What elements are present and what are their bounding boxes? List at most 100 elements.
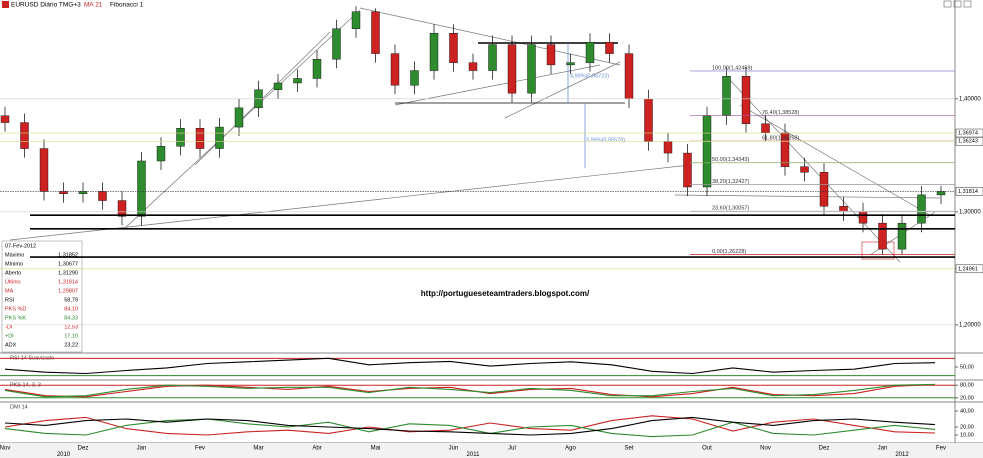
window-button[interactable] (943, 0, 952, 8)
candle-body (293, 78, 302, 84)
info-label: -DI (5, 324, 13, 330)
time-axis (0, 443, 983, 458)
info-label: Mínimo (5, 261, 23, 267)
candle-body (819, 172, 829, 207)
candle-body (897, 222, 907, 250)
annotation: 3,99%(0,05578) (586, 137, 625, 143)
info-label: +DI (5, 333, 14, 339)
info-value: 1,31290 (58, 270, 78, 276)
year-label: 2010 (57, 452, 71, 458)
candle-body (78, 191, 88, 194)
y-tick-label: 20,00 (960, 395, 974, 401)
y-tick-label: 50,00 (960, 364, 974, 370)
info-value: 1,29807 (58, 288, 78, 294)
y-tick-label: 20,00 (960, 424, 974, 430)
info-value: 12,53 (64, 324, 78, 330)
candle-body (936, 191, 946, 196)
candle-body (858, 211, 868, 224)
x-tick-label: Nov (0, 446, 10, 452)
candle-body (624, 53, 634, 100)
info-label: Último (5, 278, 21, 285)
info-value: 23,22 (64, 342, 78, 348)
candle-body (800, 166, 809, 173)
fib-label: 50,00(1,34343) (712, 157, 749, 163)
price-tag-label: 1,36243 (958, 139, 978, 145)
highlight-box (861, 241, 895, 260)
y-tick-label: 40,00 (960, 408, 974, 414)
candle-body (449, 33, 458, 63)
info-label: PKS %K (5, 315, 26, 321)
candle-body (117, 200, 127, 217)
indicator-line (4, 357, 936, 375)
indicator-line (4, 415, 936, 436)
symbol: EURUSD Diário TMG+3 (11, 2, 81, 9)
fib-label: 61,80(1,36258) (762, 136, 799, 142)
fib-label: 76,40(1,38528) (762, 110, 799, 116)
window-button[interactable] (953, 0, 962, 8)
x-tick-label: Out (702, 446, 712, 452)
candle-body (488, 44, 497, 71)
info-label: MA (5, 288, 14, 294)
fib-label: 100,00(1,42459) (712, 65, 753, 71)
y-tick-label: 10,00 (960, 432, 974, 438)
symbol-icon (2, 1, 9, 8)
candle-body (234, 107, 244, 128)
price-tag (955, 137, 983, 146)
candle-body (605, 42, 614, 54)
info-label: ADX (5, 342, 17, 348)
info-value: 58,79 (64, 297, 78, 303)
indicator-line (4, 383, 936, 398)
candle-body (663, 141, 673, 154)
indicator-line (4, 416, 936, 436)
price-tag-label: 1,24961 (958, 266, 978, 272)
fib-label[interactable]: Fibonacci 1 (110, 2, 144, 9)
x-tick-label: Set (624, 446, 633, 452)
price-tag-label: 1,31814 (958, 189, 978, 195)
info-value: 1,31852 (58, 252, 78, 258)
info-value: 84,10 (64, 306, 78, 312)
candle-body (273, 82, 283, 90)
candle-body (215, 126, 224, 149)
candle-body (137, 160, 146, 217)
info-panel: 07-Fev-2012 Máximo 1,31852 Mínimo 1,30677 Ab… (1, 240, 83, 353)
window-button[interactable] (963, 0, 972, 8)
x-tick-label: Fev (195, 446, 205, 452)
candle-body (761, 123, 770, 133)
info-value: 1,30677 (58, 261, 78, 267)
candle-body (683, 152, 692, 188)
ma-label[interactable]: MA 21 (84, 2, 103, 9)
y-tick-label: 1,30000 (959, 209, 981, 215)
price-tag (955, 128, 983, 138)
y-tick-label: 1,20000 (959, 322, 981, 328)
candle-body (371, 11, 380, 54)
info-label: Aberto (5, 270, 21, 276)
candle-body (156, 146, 166, 162)
candle-body (312, 59, 322, 79)
price-tag (955, 264, 983, 274)
candle-body (722, 76, 731, 116)
candle-body (917, 194, 926, 224)
x-tick-label: Jun (449, 446, 459, 452)
x-tick-label: Jul (508, 446, 516, 452)
year-label: 2011 (467, 452, 481, 458)
x-tick-label: Mar (253, 446, 263, 452)
candle-body (176, 128, 185, 147)
info-date: 07-Fev-2012 (5, 243, 36, 249)
candle-body (410, 70, 419, 86)
x-tick-label: Fev (936, 446, 946, 452)
x-tick-label: Dez (819, 446, 830, 452)
candle-body (878, 222, 887, 250)
info-value: 17,10 (64, 333, 78, 339)
info-label: RSI (5, 297, 15, 303)
candle-body (195, 128, 205, 149)
fib-label: 0,00(1,26228) (712, 249, 746, 255)
candle-body (98, 191, 107, 201)
indicator-title: DMI 14 (10, 404, 28, 410)
y-tick-label: 80,00 (960, 383, 974, 389)
candle-body (702, 115, 712, 188)
candle-body (566, 62, 575, 66)
candle-body (546, 44, 556, 66)
candle-body (644, 98, 653, 142)
info-label: PKS %D (5, 306, 26, 312)
